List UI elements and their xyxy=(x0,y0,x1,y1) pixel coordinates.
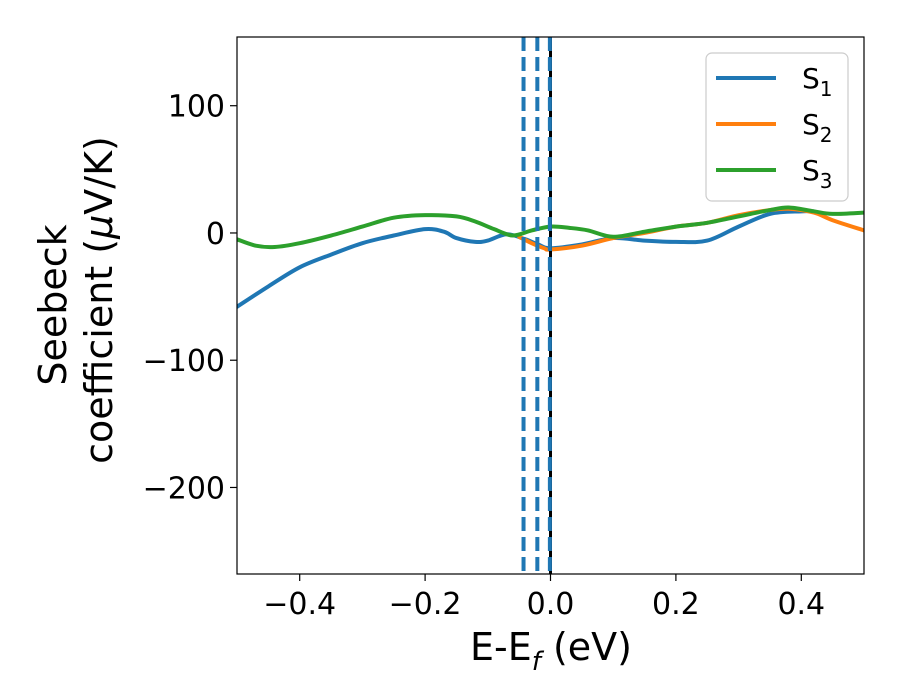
legend-box xyxy=(705,52,849,202)
y-tick-label: 100 xyxy=(168,90,225,125)
y-axis-label-line1: Seebeck xyxy=(31,224,75,385)
x-tick-label: 0.0 xyxy=(527,587,575,622)
y-axis-label-line2: coefficient (μV/K) xyxy=(77,136,121,464)
y-tick-label: −100 xyxy=(143,344,225,379)
x-axis-label: E-Ef (eV) xyxy=(470,625,632,677)
legend-label-3: S3 xyxy=(802,154,833,193)
axis-labels: E-Ef (eV) Seebeck coefficient (μV/K) xyxy=(31,136,632,677)
y-tick-label: −200 xyxy=(143,471,225,506)
x-tick-label: 0.4 xyxy=(777,587,825,622)
axes: −0.4 −0.2 0.0 0.2 0.4 100 0 −100 −200 xyxy=(143,36,865,622)
plot-area xyxy=(237,37,864,574)
x-tick-label: −0.4 xyxy=(263,587,336,622)
legend-label-2: S2 xyxy=(802,108,833,147)
series-line-3 xyxy=(237,205,864,250)
legend: S1 S2 S3 xyxy=(705,52,849,202)
x-tick-label: −0.2 xyxy=(389,587,462,622)
y-tick-label: 0 xyxy=(206,217,225,252)
legend-label-1: S1 xyxy=(802,62,833,101)
x-tick-label: 0.2 xyxy=(652,587,700,622)
